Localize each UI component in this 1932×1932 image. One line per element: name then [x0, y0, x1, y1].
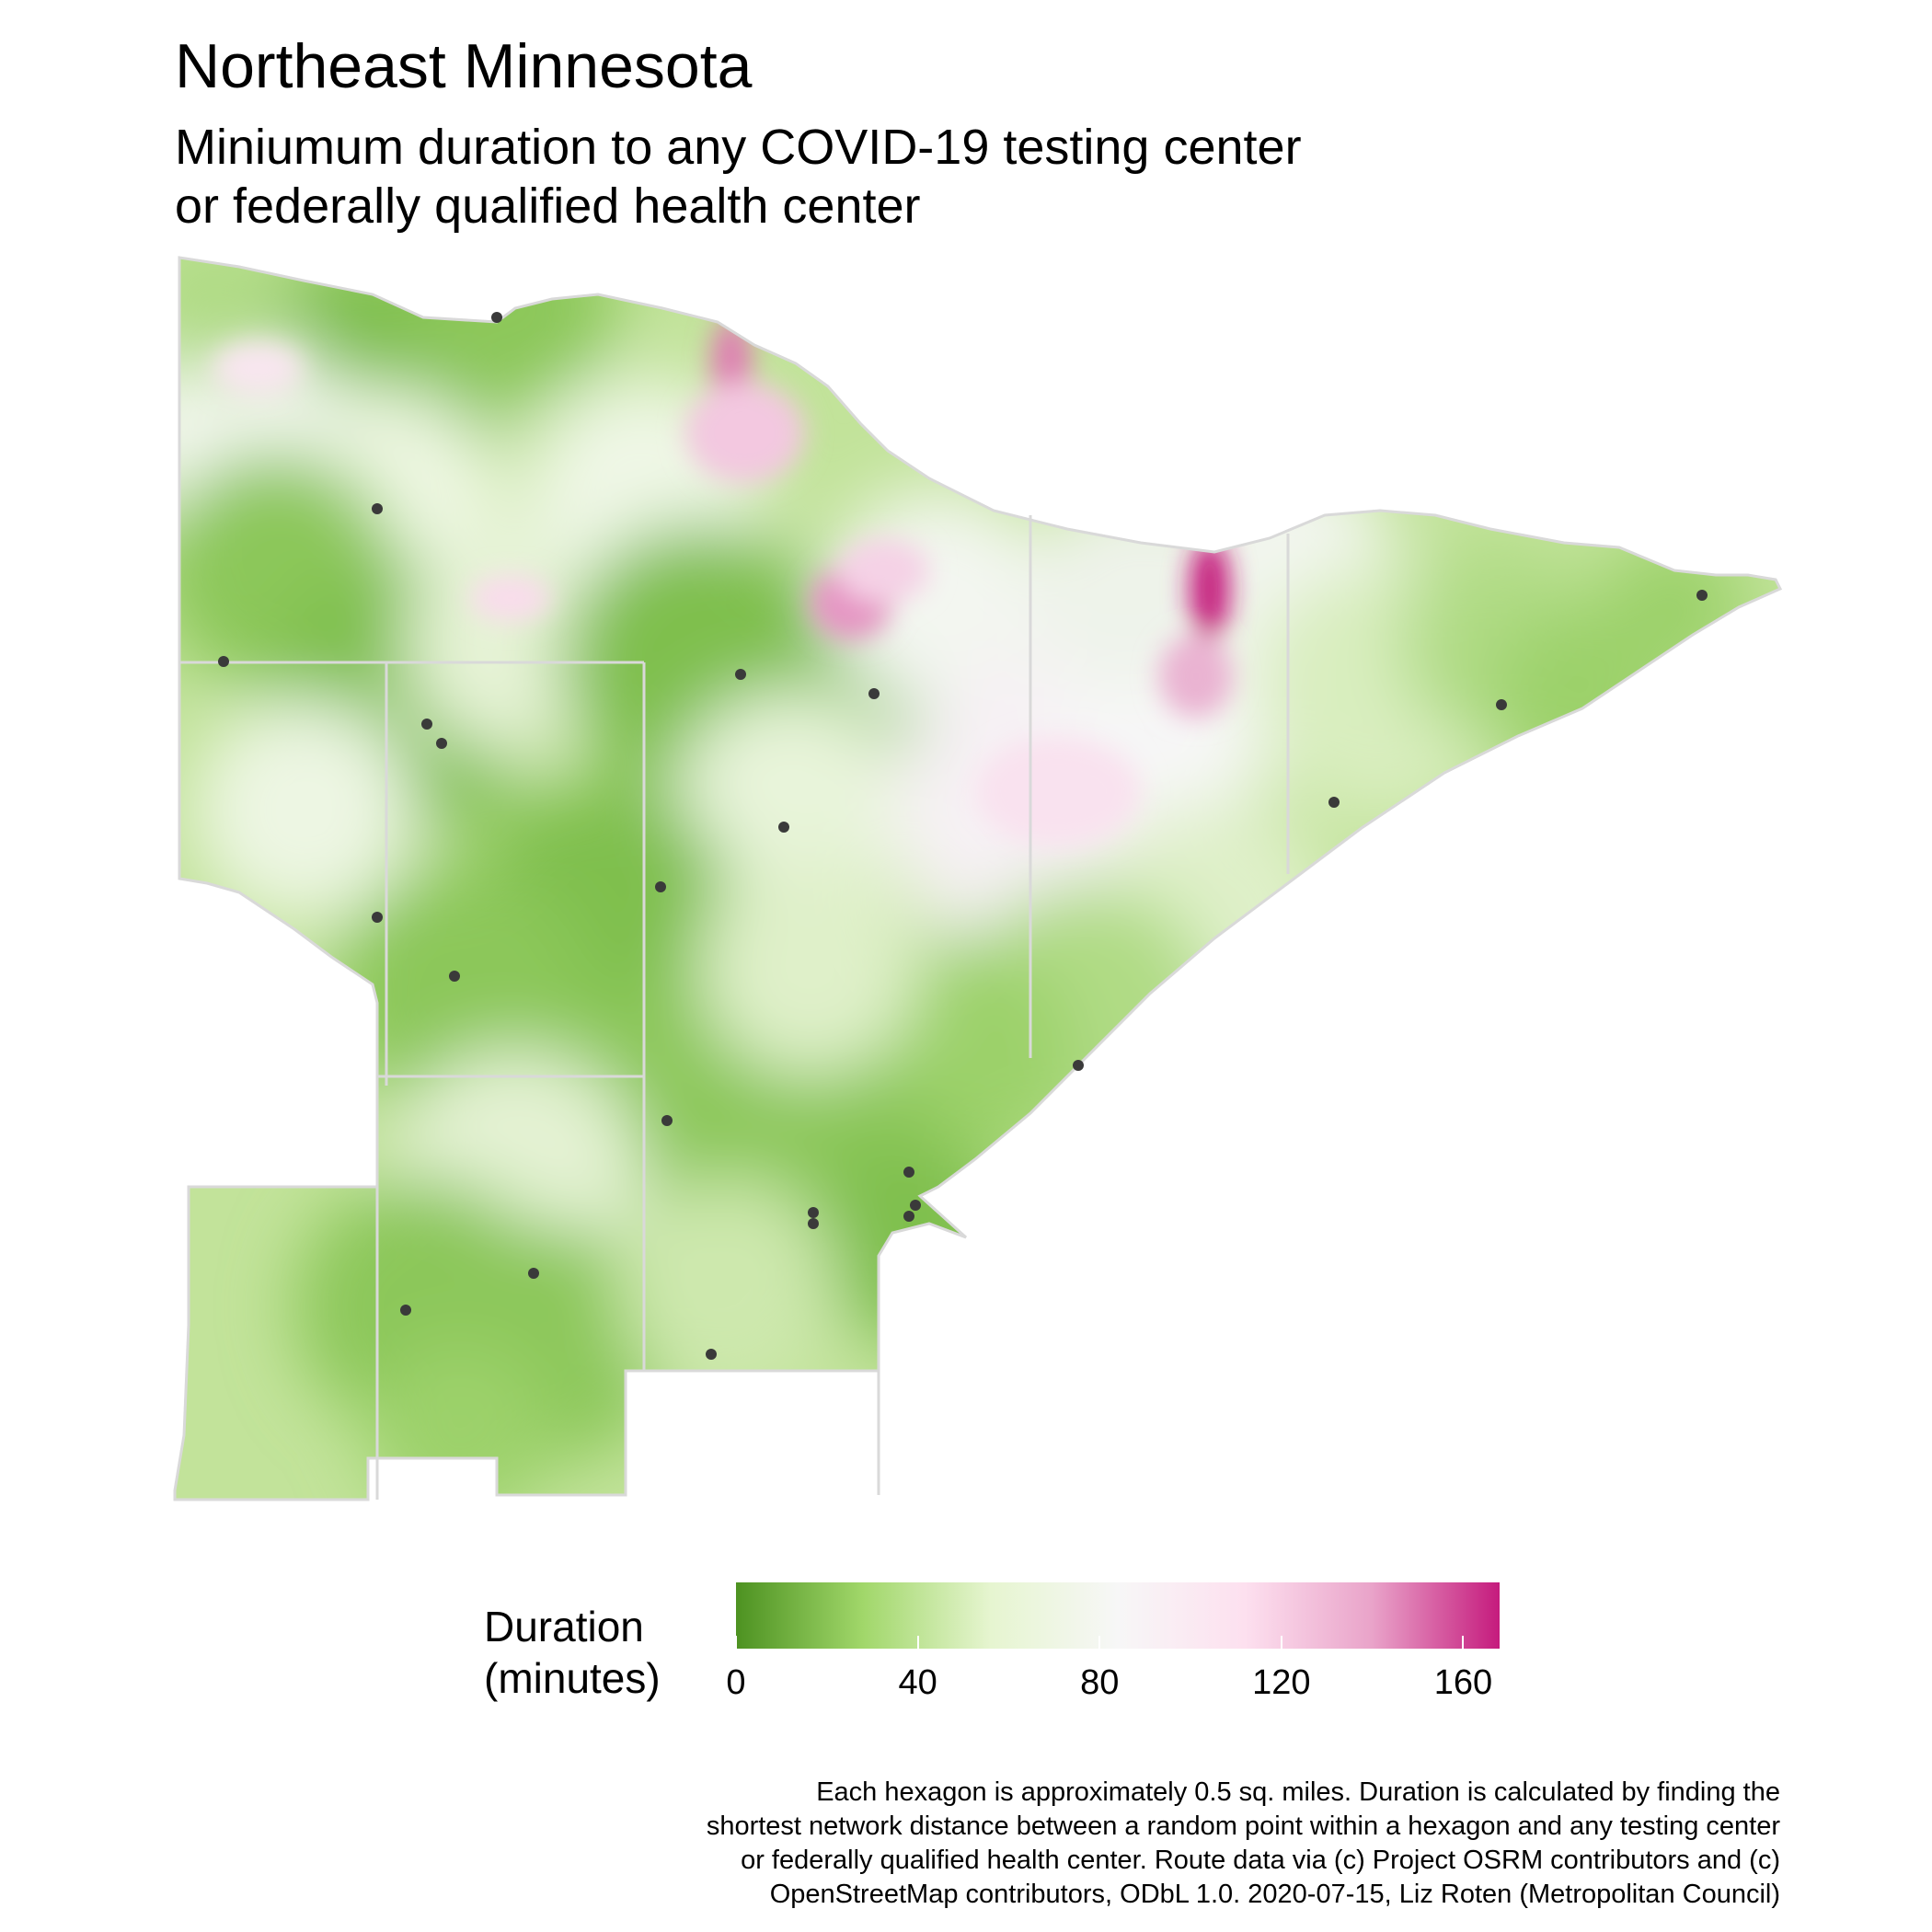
county-line — [626, 1369, 880, 1495]
testing-site-marker — [218, 656, 229, 667]
high-duration-area — [685, 382, 805, 483]
caption-line-1: Each hexagon is approximately 0.5 sq. mi… — [816, 1777, 1780, 1807]
testing-site-marker — [808, 1207, 819, 1218]
testing-sites — [218, 312, 1708, 1360]
subtitle-line-2: or federally qualified health center — [175, 178, 921, 234]
caption-line-3: or federally qualified health center. Ro… — [741, 1846, 1780, 1875]
testing-site-marker — [778, 822, 789, 833]
testing-site-marker — [735, 669, 746, 680]
testing-site-marker — [449, 971, 460, 982]
testing-site-marker — [661, 1115, 673, 1126]
high-duration-areas — [212, 317, 1233, 846]
legend-tick-label: 40 — [898, 1663, 937, 1702]
testing-site-marker — [1073, 1060, 1084, 1071]
high-duration-area — [212, 340, 304, 396]
duration-blob — [193, 699, 414, 920]
testing-site-marker — [808, 1218, 819, 1229]
testing-site-marker — [400, 1305, 411, 1316]
subtitle-line-1: Miniumum duration to any COVID-19 testin… — [175, 120, 1302, 175]
legend-title: Duration (minutes) — [484, 1601, 661, 1704]
legend-tick-mark — [1462, 1636, 1465, 1649]
testing-site-marker — [372, 912, 383, 923]
testing-site-marker — [655, 881, 666, 892]
testing-site-marker — [1328, 797, 1340, 808]
legend-tick-label: 160 — [1433, 1663, 1493, 1702]
legend-tick-label: 120 — [1252, 1663, 1311, 1702]
map-subtitle: Miniumum duration to any COVID-19 testin… — [175, 118, 1555, 236]
caption-line-2: shortest network distance between a rand… — [706, 1811, 1780, 1841]
testing-site-marker — [1696, 590, 1708, 601]
legend-tick-label: 0 — [726, 1663, 746, 1702]
high-duration-area — [837, 538, 929, 603]
legend-tick-mark — [916, 1636, 919, 1649]
legend-color-bar — [736, 1582, 1500, 1649]
testing-site-marker — [491, 312, 502, 323]
legend-title-line-1: Duration — [484, 1603, 644, 1650]
testing-site-marker — [903, 1167, 914, 1178]
testing-site-marker — [903, 1211, 914, 1222]
duration-blob — [616, 1178, 837, 1398]
legend-tick-label: 80 — [1080, 1663, 1120, 1702]
duration-field — [175, 258, 1748, 1500]
caption-line-4: OpenStreetMap contributors, ODbL 1.0. 20… — [769, 1880, 1780, 1909]
high-duration-area — [469, 575, 552, 621]
testing-site-marker — [421, 719, 432, 730]
testing-site-marker — [1496, 699, 1507, 710]
duration-blob — [414, 258, 616, 405]
testing-site-marker — [372, 503, 383, 514]
duration-blob — [368, 1343, 552, 1500]
testing-site-marker — [528, 1268, 539, 1279]
county-boundaries — [173, 256, 1782, 1501]
legend-tick-mark — [735, 1636, 737, 1649]
high-duration-area — [975, 736, 1141, 846]
legend-tick-mark — [1098, 1636, 1101, 1649]
legend-title-line-2: (minutes) — [484, 1654, 661, 1702]
map-caption: Each hexagon is approximately 0.5 sq. mi… — [400, 1776, 1780, 1912]
testing-site-marker — [436, 738, 447, 749]
testing-site-marker — [868, 688, 880, 699]
high-duration-area — [1159, 635, 1233, 718]
map-title: Northeast Minnesota — [175, 31, 753, 101]
duration-blob — [699, 856, 920, 1076]
duration-blob — [1601, 534, 1748, 681]
county-line — [189, 1185, 379, 1500]
duration-hexagon-layer — [175, 258, 1780, 1500]
legend-tick-mark — [1280, 1636, 1282, 1649]
testing-site-marker — [910, 1200, 921, 1211]
high-duration-area — [1190, 538, 1230, 639]
testing-site-marker — [706, 1349, 717, 1360]
